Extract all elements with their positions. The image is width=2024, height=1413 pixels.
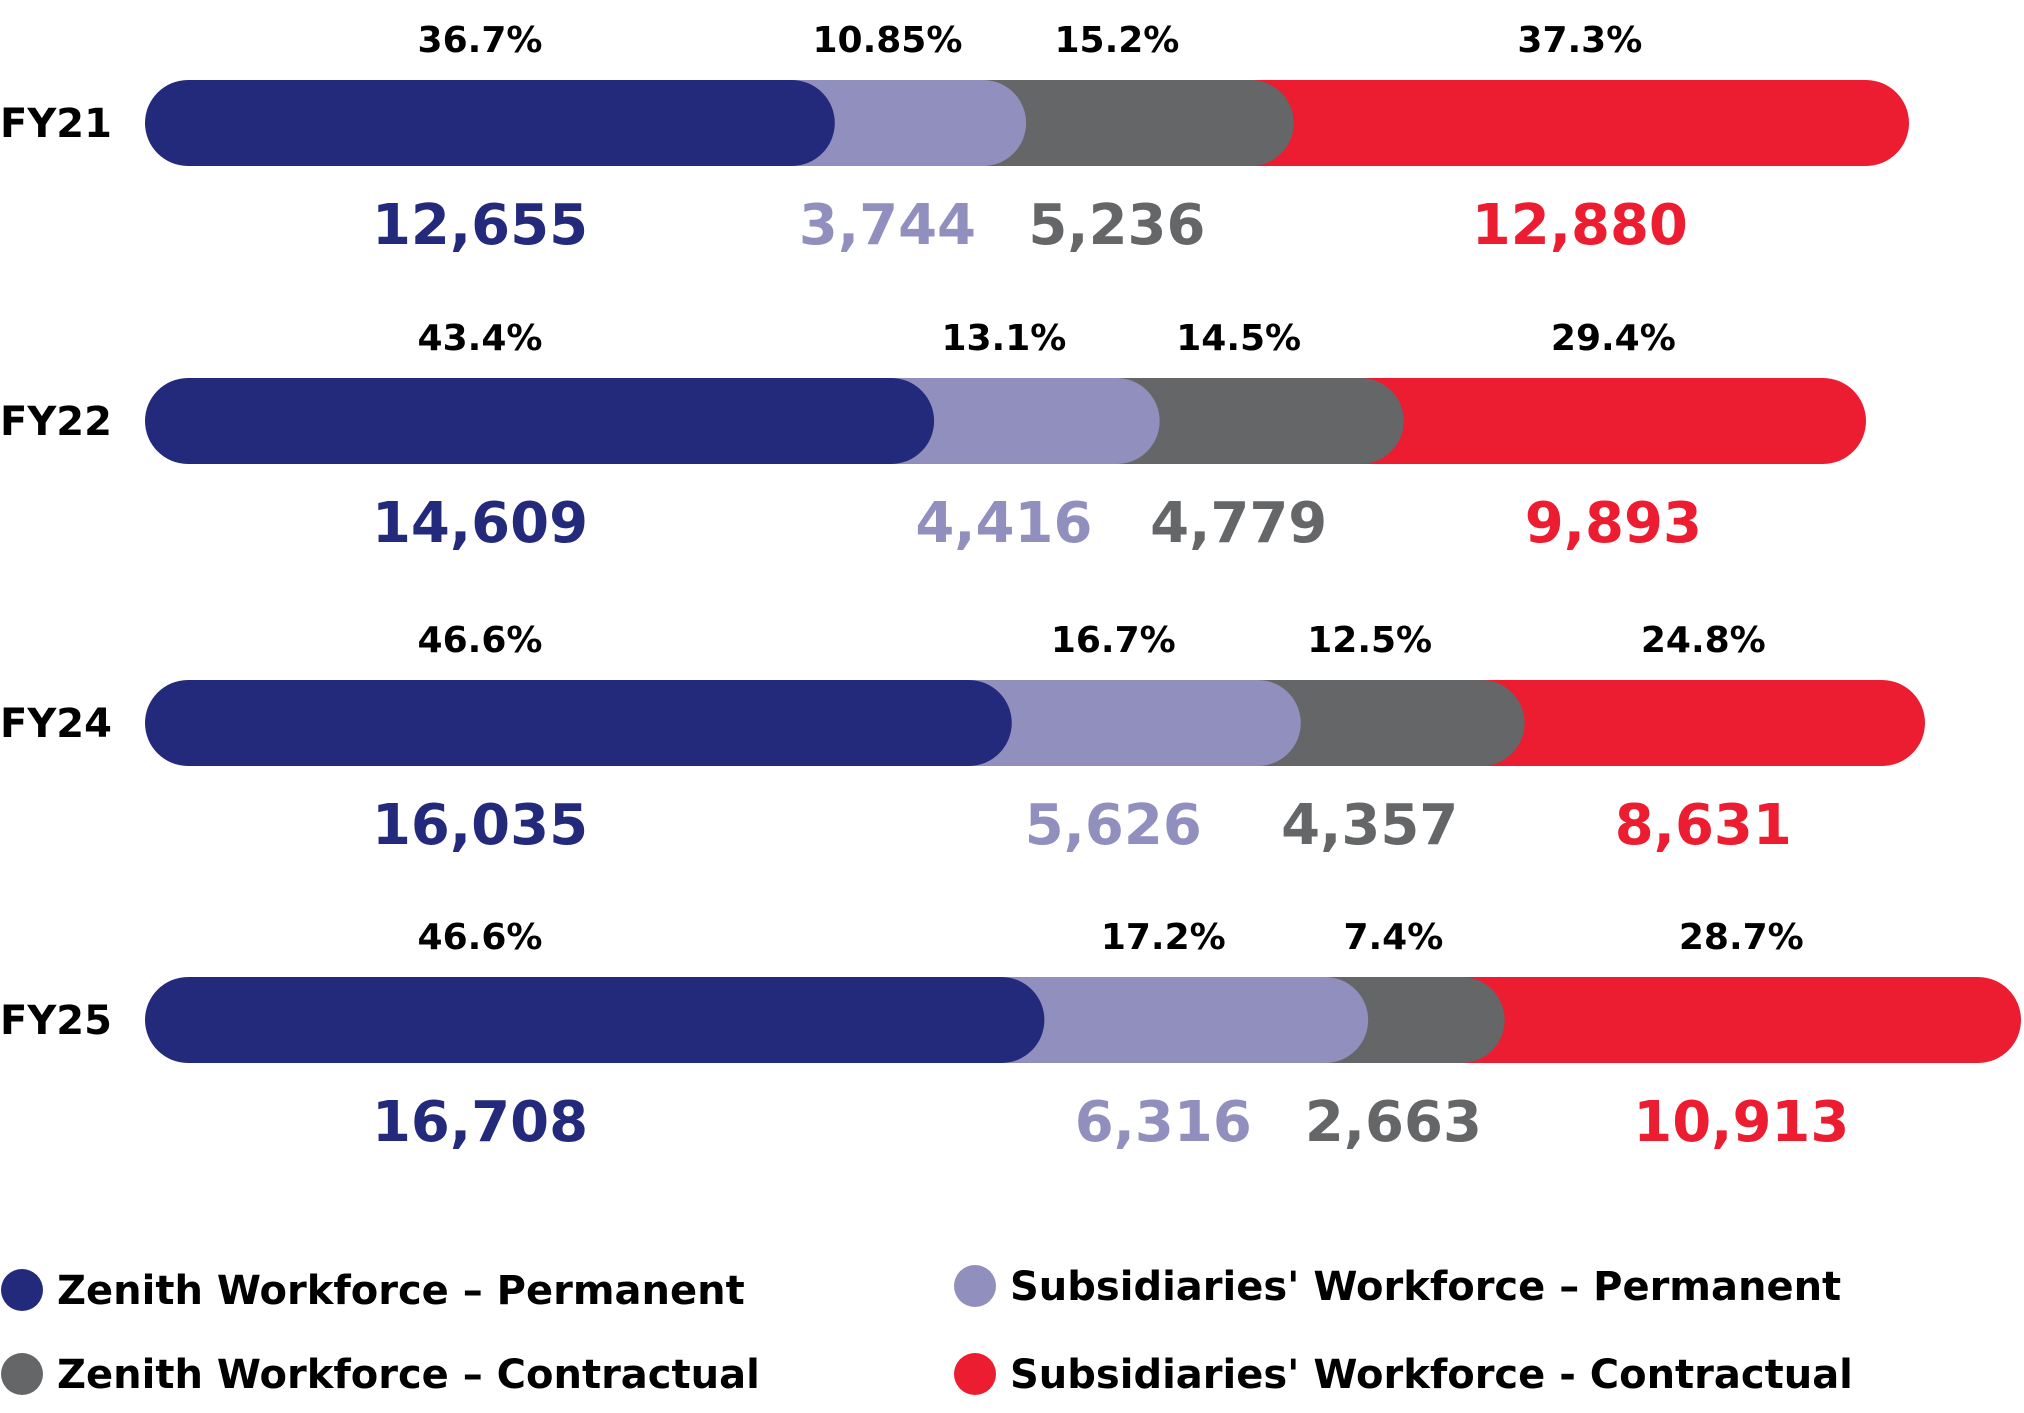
legend-label: Subsidiaries' Workforce - Contractual: [1010, 1352, 1853, 1398]
row-label-fy24: FY24: [0, 701, 112, 747]
bar-segment: [145, 80, 835, 166]
value-label: 16,708: [372, 1090, 588, 1155]
legend-label: Zenith Workforce – Permanent: [57, 1268, 745, 1314]
percent-label: 28.7%: [1679, 917, 1804, 958]
bar-segment: [145, 378, 935, 464]
bar-segment: [145, 977, 1045, 1063]
value-label: 4,357: [1281, 793, 1458, 858]
percent-label: 36.7%: [418, 20, 543, 61]
bar-segment: [1438, 680, 1925, 766]
percent-label: 12.5%: [1307, 620, 1432, 661]
percent-label: 17.2%: [1101, 917, 1226, 958]
bar-segment: [940, 80, 1294, 166]
percent-label: 7.4%: [1343, 917, 1443, 958]
legend-label: Zenith Workforce – Contractual: [57, 1352, 760, 1398]
percent-label: 13.1%: [941, 318, 1066, 359]
percent-label: 10.85%: [812, 20, 962, 61]
legend-label: Subsidiaries' Workforce – Permanent: [1010, 1264, 1841, 1310]
percent-label: 14.5%: [1176, 318, 1301, 359]
value-label: 14,609: [372, 491, 588, 556]
value-label: 12,880: [1472, 193, 1688, 258]
value-label: 10,913: [1633, 1090, 1849, 1155]
percent-label: 37.3%: [1517, 20, 1642, 61]
value-label: 16,035: [372, 793, 588, 858]
value-label: 5,236: [1028, 193, 1205, 258]
bar-segment: [1317, 378, 1866, 464]
percent-label: 24.8%: [1641, 620, 1766, 661]
percent-label: 46.6%: [418, 620, 543, 661]
legend-swatch: [1, 1353, 43, 1395]
value-label: 6,316: [1075, 1090, 1252, 1155]
row-label-fy25: FY25: [0, 998, 112, 1044]
value-label: 4,779: [1150, 491, 1327, 556]
value-label: 2,663: [1305, 1090, 1482, 1155]
bar-segment: [1073, 378, 1404, 464]
row-label-fy22: FY22: [0, 399, 112, 445]
value-label: 4,416: [915, 491, 1092, 556]
bar-segment: [145, 680, 1012, 766]
bar-segment: [958, 977, 1369, 1063]
row-label-fy21: FY21: [0, 101, 112, 147]
legend-swatch: [1, 1269, 43, 1311]
value-label: 9,893: [1525, 491, 1702, 556]
bar-segment: [1207, 80, 1909, 166]
value-label: 3,744: [799, 193, 976, 258]
value-label: 8,631: [1615, 793, 1792, 858]
bar-segment: [925, 680, 1301, 766]
bar-segment: [1418, 977, 2021, 1063]
percent-label: 15.2%: [1054, 20, 1179, 61]
percent-label: 16.7%: [1051, 620, 1176, 661]
percent-label: 46.6%: [418, 917, 543, 958]
value-label: 12,655: [372, 193, 588, 258]
value-label: 5,626: [1025, 793, 1202, 858]
legend-swatch: [954, 1353, 996, 1395]
legend-swatch: [954, 1265, 996, 1307]
percent-label: 43.4%: [418, 318, 543, 359]
percent-label: 29.4%: [1551, 318, 1676, 359]
